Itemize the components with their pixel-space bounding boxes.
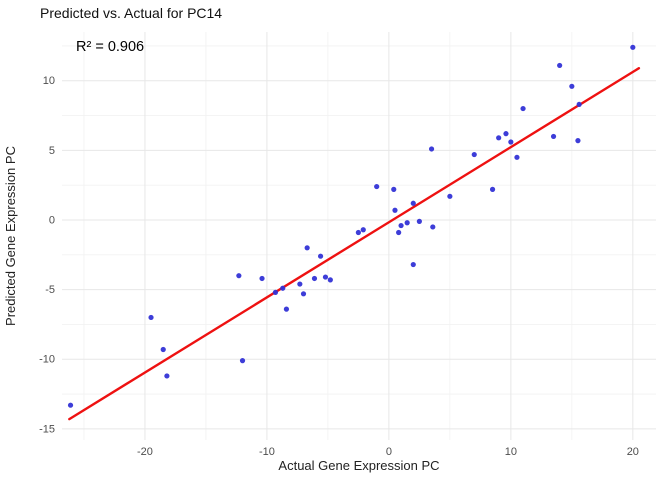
data-point [392, 207, 398, 213]
data-point [447, 193, 453, 199]
data-point [630, 44, 636, 50]
data-point [410, 200, 416, 206]
data-point [428, 146, 435, 152]
minor-gridlines [62, 32, 656, 440]
scatter-points [67, 44, 636, 408]
data-point [297, 281, 303, 287]
data-point [300, 291, 307, 297]
data-point [391, 186, 397, 192]
data-point [259, 275, 265, 282]
x-axis-label: Actual Gene Expression PC [278, 458, 439, 473]
data-point [164, 373, 170, 379]
data-point [160, 346, 166, 353]
data-point [283, 306, 290, 312]
data-point [575, 138, 581, 144]
data-point [520, 105, 526, 112]
data-point [471, 151, 477, 158]
data-point [569, 83, 575, 89]
y-tick-label: 0 [49, 214, 55, 226]
data-point [327, 277, 333, 283]
data-point [396, 229, 402, 236]
r-squared-annotation: R² = 0.906 [76, 39, 144, 55]
data-point [398, 222, 404, 229]
x-tick-label: 0 [386, 446, 392, 458]
y-tick-label: -10 [39, 354, 55, 366]
data-point [576, 101, 582, 108]
data-point [304, 245, 310, 251]
data-point [311, 275, 318, 282]
data-point [360, 227, 366, 233]
data-point [410, 261, 416, 268]
x-tick-label: 10 [505, 446, 517, 458]
y-tick-label: 5 [49, 145, 55, 157]
data-point [404, 220, 410, 226]
data-point [67, 402, 74, 408]
data-point [280, 285, 286, 291]
x-tick-label: 20 [627, 446, 639, 458]
chart-title: Predicted vs. Actual for PC14 [40, 5, 222, 21]
data-point [416, 218, 422, 224]
data-point [374, 183, 380, 190]
data-point [550, 133, 557, 140]
y-axis-tick-labels: -15 -10 -5 0 5 10 [39, 75, 55, 435]
regression-line [68, 67, 641, 421]
data-point [239, 358, 246, 364]
data-point [489, 186, 496, 192]
data-point [322, 274, 329, 280]
y-tick-label: -5 [45, 284, 55, 296]
data-point [148, 314, 154, 321]
data-point [236, 273, 242, 279]
data-point [272, 289, 279, 295]
data-point [503, 131, 509, 137]
x-tick-label: -20 [137, 446, 153, 458]
data-point [508, 139, 514, 145]
y-tick-label: 10 [43, 75, 55, 87]
data-point [496, 135, 502, 141]
data-point [557, 62, 563, 69]
y-axis-label: Predicted Gene Expression PC [3, 146, 18, 326]
data-point [430, 224, 436, 230]
x-axis-tick-labels: -20 -10 0 10 20 [137, 446, 639, 458]
data-point [317, 253, 324, 259]
x-tick-label: -10 [259, 446, 275, 458]
data-point [514, 154, 520, 160]
fit-line [68, 67, 641, 421]
y-tick-label: -15 [39, 423, 55, 435]
major-gridlines [62, 32, 656, 440]
data-point [355, 229, 361, 236]
